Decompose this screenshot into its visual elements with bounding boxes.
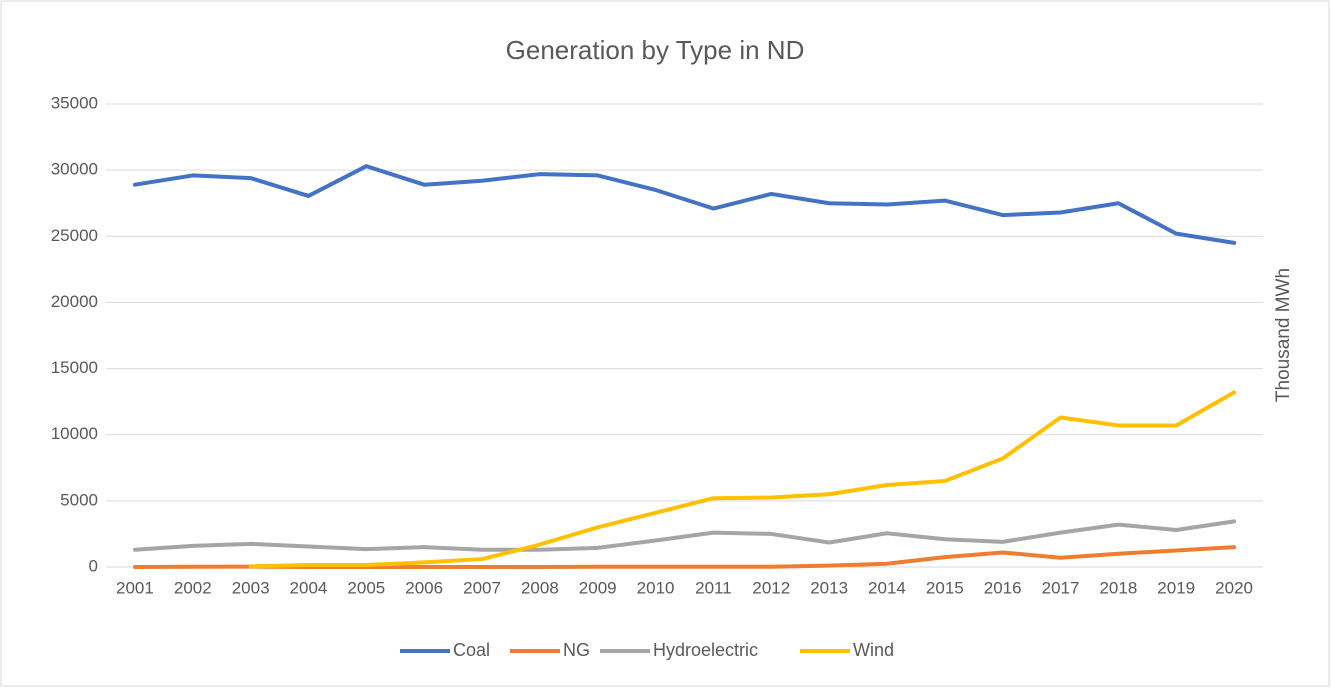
x-tick-label: 2017 (1042, 578, 1080, 597)
x-tick-label: 2016 (984, 578, 1022, 597)
legend-label: Wind (853, 640, 894, 660)
x-tick-label: 2015 (926, 578, 964, 597)
y-tick-label: 0 (89, 556, 98, 575)
x-tick-label: 2013 (810, 578, 848, 597)
series-line (132, 164, 1237, 245)
x-tick-label: 2006 (405, 578, 443, 597)
x-tick-label: 2001 (116, 578, 154, 597)
x-tick-label: 2002 (174, 578, 212, 597)
x-tick-label: 2007 (463, 578, 501, 597)
x-tick-label: 2014 (868, 578, 906, 597)
x-tick-label: 2011 (695, 578, 732, 597)
chart-title: Generation by Type in ND (506, 35, 805, 65)
x-tick-label: 2010 (637, 578, 675, 597)
x-tick-label: 2018 (1099, 578, 1137, 597)
x-tick-label: 2020 (1215, 578, 1253, 597)
x-tick-label: 2009 (579, 578, 617, 597)
x-tick-label: 2003 (232, 578, 270, 597)
y-tick-label: 35000 (51, 93, 98, 112)
y-tick-label: 15000 (51, 358, 98, 377)
x-tick-label: 2012 (752, 578, 790, 597)
y-tick-label: 30000 (51, 160, 98, 179)
y-tick-label: 10000 (51, 424, 98, 443)
y-tick-label: 5000 (60, 490, 98, 509)
x-tick-label: 2005 (347, 578, 385, 597)
series-line (132, 519, 1237, 552)
y-tick-label: 25000 (51, 226, 98, 245)
y-tick-label: 20000 (51, 292, 98, 311)
legend-label: Coal (453, 640, 490, 660)
y-axis-label: Thousand MWh (1273, 268, 1294, 402)
legend-label: NG (563, 640, 590, 660)
series-line (248, 390, 1237, 569)
legend-label: Hydroelectric (653, 640, 758, 660)
x-tick-label: 2004 (290, 578, 328, 597)
x-tick-label: 2008 (521, 578, 559, 597)
x-tick-label: 2019 (1157, 578, 1195, 597)
